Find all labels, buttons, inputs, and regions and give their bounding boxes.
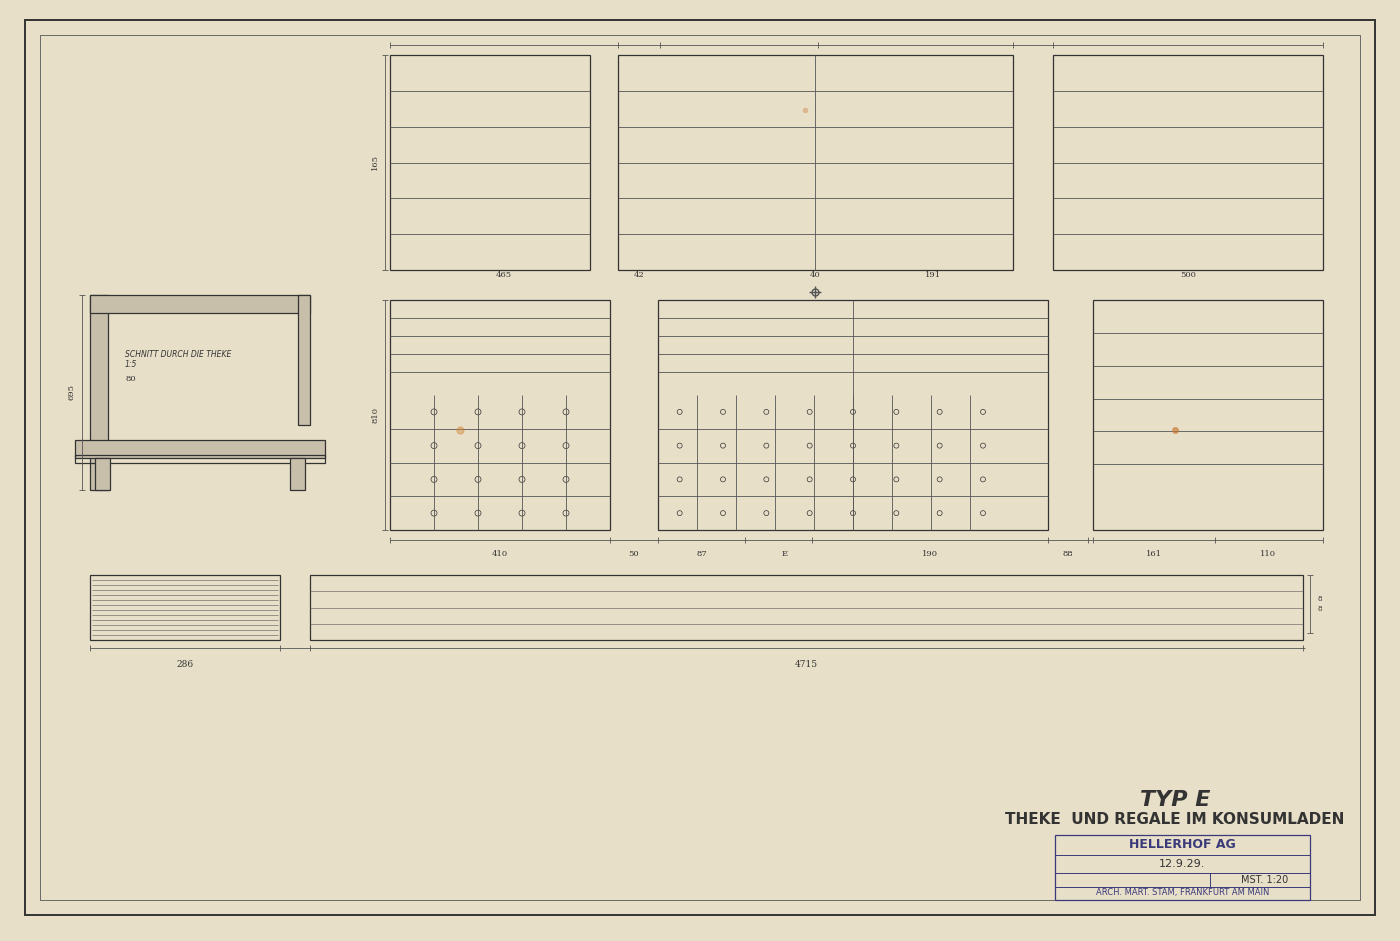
Text: 88: 88: [1063, 550, 1074, 558]
Bar: [391, 55, 589, 270]
Bar: [298, 295, 309, 425]
Text: 87: 87: [697, 550, 707, 558]
Text: 4715: 4715: [794, 660, 818, 669]
Text: 410: 410: [491, 550, 508, 558]
Text: 161: 161: [1147, 550, 1162, 558]
Bar: [1056, 835, 1310, 900]
Text: HELLERHOF AG: HELLERHOF AG: [1130, 838, 1236, 852]
Text: SCHNITT DURCH DIE THEKE
1:5: SCHNITT DURCH DIE THEKE 1:5: [125, 350, 231, 370]
Bar: [617, 55, 1014, 270]
Text: 810: 810: [371, 407, 379, 423]
Bar: [90, 295, 108, 490]
Text: 12.9.29.: 12.9.29.: [1159, 859, 1205, 869]
Text: 110: 110: [1260, 550, 1275, 558]
Bar: [95, 458, 111, 490]
Text: 695: 695: [69, 384, 76, 400]
Text: ARCH. MART. STAM, FRANKFURT AM MAIN: ARCH. MART. STAM, FRANKFURT AM MAIN: [1096, 888, 1270, 898]
Bar: [76, 440, 325, 458]
Text: 465: 465: [496, 271, 512, 279]
Bar: [1093, 300, 1323, 530]
Bar: [290, 458, 305, 490]
Text: 190: 190: [923, 550, 938, 558]
Text: 165: 165: [371, 154, 379, 170]
Bar: [90, 575, 280, 640]
Bar: [90, 295, 309, 313]
Text: 40: 40: [809, 271, 820, 279]
Bar: [391, 300, 610, 530]
Text: TYP E: TYP E: [1140, 790, 1210, 810]
Text: THEKE  UND REGALE IM KONSUMLADEN: THEKE UND REGALE IM KONSUMLADEN: [1005, 812, 1344, 827]
Text: 42: 42: [634, 271, 644, 279]
Bar: [1053, 55, 1323, 270]
Text: 191: 191: [925, 271, 941, 279]
Text: 80: 80: [125, 375, 136, 383]
Bar: [309, 575, 1303, 640]
Text: 286: 286: [176, 660, 193, 669]
Bar: [76, 455, 325, 463]
Text: 500: 500: [1180, 271, 1196, 279]
Text: 8
8: 8 8: [1317, 596, 1323, 613]
Text: E: E: [783, 550, 788, 558]
Text: 50: 50: [629, 550, 640, 558]
Bar: [658, 300, 1049, 530]
Text: MST. 1:20: MST. 1:20: [1242, 875, 1288, 885]
